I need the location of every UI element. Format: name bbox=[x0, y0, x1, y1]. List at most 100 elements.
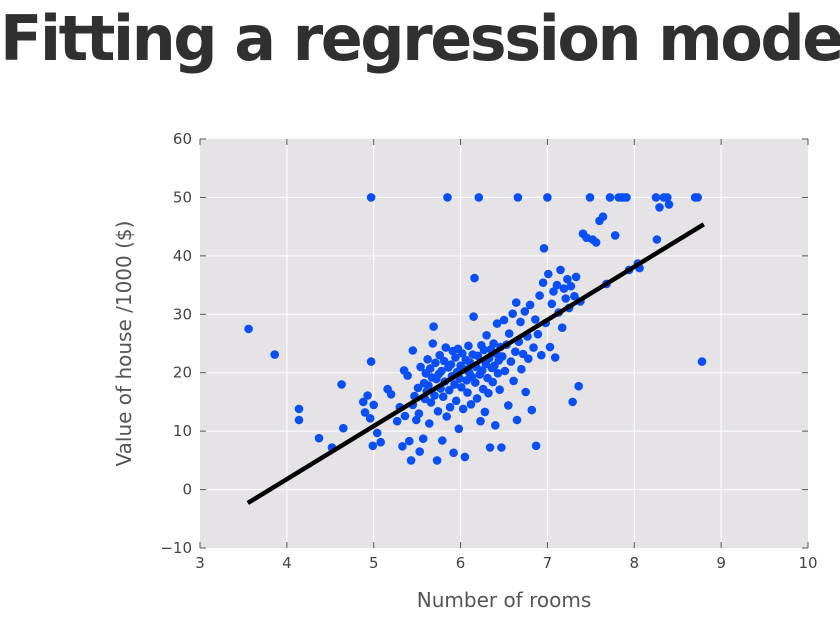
x-tick-label: 4 bbox=[282, 554, 292, 572]
data-point bbox=[460, 452, 470, 462]
data-point bbox=[437, 366, 446, 376]
data-point bbox=[544, 269, 553, 279]
data-point bbox=[482, 331, 491, 340]
x-tick-label: 6 bbox=[456, 554, 466, 572]
data-point bbox=[543, 193, 552, 202]
data-point bbox=[441, 343, 451, 352]
data-point bbox=[488, 377, 498, 387]
data-point bbox=[464, 341, 473, 351]
data-point bbox=[339, 423, 348, 433]
data-point bbox=[466, 400, 476, 409]
data-point bbox=[408, 346, 418, 355]
data-point bbox=[512, 415, 522, 425]
data-point bbox=[504, 401, 513, 410]
data-point bbox=[376, 437, 386, 447]
data-point bbox=[472, 394, 482, 403]
data-point bbox=[509, 376, 518, 386]
regression-line-group bbox=[246, 222, 705, 505]
data-point bbox=[663, 193, 672, 202]
data-point bbox=[520, 307, 530, 316]
data-point bbox=[442, 412, 452, 421]
data-point bbox=[360, 408, 370, 417]
data-point bbox=[473, 351, 483, 361]
data-point bbox=[294, 404, 304, 414]
data-point bbox=[425, 364, 435, 373]
data-point bbox=[454, 424, 464, 434]
data-point bbox=[498, 352, 507, 361]
tick-labels: 3 4 5 6 7 8 9 10 −10 0 10 20 30 40 50 60 bbox=[160, 130, 817, 572]
data-point bbox=[445, 402, 455, 412]
grid bbox=[200, 139, 808, 548]
data-point bbox=[524, 354, 533, 364]
data-point bbox=[485, 443, 495, 452]
y-tick-label: 40 bbox=[173, 247, 192, 265]
data-point bbox=[425, 419, 434, 428]
data-point bbox=[392, 416, 402, 426]
data-point bbox=[491, 421, 500, 430]
data-point bbox=[471, 378, 480, 387]
data-point bbox=[429, 322, 438, 331]
data-point bbox=[368, 441, 378, 451]
y-tick-label: 50 bbox=[173, 188, 192, 206]
data-point bbox=[495, 385, 505, 395]
data-point bbox=[568, 397, 577, 407]
data-point bbox=[559, 284, 569, 293]
data-point bbox=[337, 380, 346, 389]
data-point bbox=[655, 203, 664, 212]
data-point bbox=[652, 235, 662, 244]
data-point bbox=[538, 278, 548, 288]
data-point bbox=[574, 381, 583, 391]
x-axis-label: Number of rooms bbox=[417, 588, 592, 612]
data-point bbox=[697, 357, 707, 366]
data-point bbox=[443, 193, 452, 202]
x-tick-label: 3 bbox=[195, 554, 205, 572]
data-point bbox=[511, 347, 520, 357]
data-point bbox=[622, 193, 631, 202]
data-point bbox=[537, 350, 546, 360]
data-point bbox=[533, 329, 543, 339]
data-point bbox=[403, 371, 412, 380]
data-point bbox=[270, 350, 280, 359]
data-point bbox=[450, 380, 459, 389]
data-point bbox=[500, 366, 510, 376]
data-point bbox=[426, 398, 436, 407]
tick-marks bbox=[199, 138, 809, 549]
data-point bbox=[508, 309, 517, 319]
x-tick-label: 10 bbox=[798, 554, 817, 572]
y-tick-label: 30 bbox=[173, 305, 192, 323]
x-tick-label: 7 bbox=[543, 554, 553, 572]
data-point bbox=[570, 291, 579, 301]
data-point bbox=[406, 456, 416, 465]
data-point bbox=[489, 339, 498, 348]
data-point bbox=[556, 265, 565, 275]
data-point bbox=[366, 193, 376, 202]
data-point bbox=[433, 407, 443, 416]
y-tick-label: 60 bbox=[173, 130, 192, 148]
data-point bbox=[478, 366, 487, 375]
data-point bbox=[439, 356, 449, 366]
data-point bbox=[432, 456, 442, 465]
data-point bbox=[415, 447, 425, 456]
x-tick-label: 5 bbox=[369, 554, 379, 572]
data-point bbox=[563, 274, 572, 284]
data-point bbox=[550, 353, 560, 362]
data-point bbox=[511, 298, 521, 307]
regression-line bbox=[246, 222, 705, 505]
data-point bbox=[369, 400, 379, 410]
data-point bbox=[400, 411, 410, 421]
data-point bbox=[386, 390, 396, 399]
data-point bbox=[438, 392, 448, 402]
data-point bbox=[527, 405, 537, 415]
data-point bbox=[517, 364, 526, 374]
data-point bbox=[552, 280, 562, 290]
y-tick-label: −10 bbox=[160, 539, 192, 557]
data-point bbox=[610, 231, 620, 240]
data-point bbox=[492, 319, 502, 328]
data-point bbox=[493, 369, 503, 378]
data-point bbox=[480, 407, 490, 417]
data-point bbox=[458, 404, 468, 414]
y-axis-label: Value of house /1000 ($) bbox=[112, 221, 136, 467]
data-point bbox=[549, 287, 558, 296]
data-point bbox=[431, 358, 440, 368]
